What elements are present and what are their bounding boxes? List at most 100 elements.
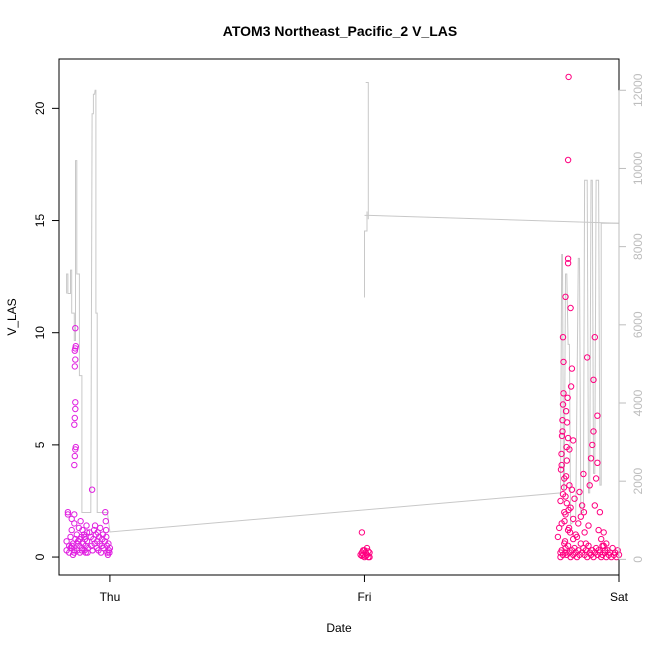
data-point <box>580 509 588 516</box>
data-point <box>570 515 577 523</box>
data-point <box>102 526 110 534</box>
data-point <box>64 511 72 518</box>
data-point <box>76 535 83 543</box>
series-line-segment-1 <box>364 211 368 298</box>
data-point <box>562 408 570 415</box>
data-point <box>72 405 79 413</box>
data-point <box>585 522 592 529</box>
y2-tick-label: 8000 <box>631 233 645 260</box>
data-point <box>103 533 110 541</box>
data-point <box>559 401 567 408</box>
data-point <box>72 325 79 332</box>
data-point <box>562 511 569 518</box>
data-point <box>71 452 79 460</box>
data-point <box>557 497 564 505</box>
data-point <box>590 428 597 435</box>
data-point <box>580 470 587 478</box>
data-point <box>557 466 565 473</box>
data-point <box>71 520 78 527</box>
data-point <box>560 484 568 491</box>
data-point <box>558 461 565 469</box>
x-tick-label: Fri <box>357 590 371 604</box>
data-point <box>568 486 576 493</box>
data-point <box>564 156 572 164</box>
data-point <box>71 421 78 428</box>
data-point <box>563 500 570 507</box>
data-point <box>64 509 72 516</box>
data-point <box>102 509 109 516</box>
data-point <box>598 535 605 543</box>
data-point <box>71 414 79 422</box>
data-point <box>563 443 570 451</box>
data-point <box>594 412 601 419</box>
data-point <box>570 437 577 444</box>
data-point <box>567 304 574 312</box>
data-point <box>591 502 598 509</box>
data-point <box>561 538 569 545</box>
scatter-layer <box>63 73 623 561</box>
data-point <box>562 473 570 480</box>
data-point <box>67 544 74 552</box>
data-point <box>106 544 114 552</box>
data-point <box>556 524 563 532</box>
data-point <box>565 506 572 514</box>
y2-tick-label: 6000 <box>631 311 645 338</box>
data-point <box>567 383 575 390</box>
data-point <box>571 495 578 502</box>
data-point <box>587 455 595 462</box>
series-line <box>66 89 619 533</box>
data-point <box>578 502 586 509</box>
data-point <box>564 260 572 267</box>
data-point <box>589 441 596 449</box>
data-point <box>559 334 567 341</box>
data-point <box>554 533 562 541</box>
data-point <box>72 443 80 451</box>
y2-tick-label: 4000 <box>631 389 645 416</box>
data-point <box>600 529 607 536</box>
data-point <box>358 529 366 536</box>
series-line-segment-3 <box>364 214 620 224</box>
data-point <box>565 73 572 81</box>
y-axis-label: V_LAS <box>5 298 19 335</box>
data-point <box>563 457 570 464</box>
data-point <box>564 542 572 549</box>
data-point <box>564 394 571 401</box>
data-point <box>91 522 99 529</box>
data-point <box>573 533 581 541</box>
data-point <box>366 549 373 556</box>
data-point <box>576 488 583 496</box>
data-point <box>568 365 576 372</box>
y2-tick-label: 12000 <box>631 73 645 107</box>
data-point <box>584 354 591 361</box>
x-tick-label: Sat <box>610 590 629 604</box>
data-point <box>596 509 604 516</box>
data-point <box>559 428 566 435</box>
data-point <box>564 255 572 262</box>
data-point <box>558 450 565 458</box>
data-point <box>72 343 80 350</box>
data-point <box>84 549 91 556</box>
data-point <box>614 547 621 554</box>
data-point <box>562 293 569 300</box>
data-point <box>592 475 600 482</box>
data-point <box>577 513 584 520</box>
y2-tick-label: 2000 <box>631 468 645 495</box>
data-point <box>106 549 113 556</box>
data-point <box>561 518 568 525</box>
y-tick-label: 15 <box>33 214 47 228</box>
y-tick-label: 10 <box>33 326 47 340</box>
data-point <box>603 540 610 547</box>
data-point <box>575 520 582 527</box>
data-point <box>83 522 90 529</box>
data-point <box>68 526 75 534</box>
series-line-segment-2 <box>365 82 369 220</box>
x-axis: Thu Fri Sat <box>100 574 629 604</box>
data-point <box>88 486 96 493</box>
data-point <box>601 547 609 554</box>
data-point <box>102 518 110 525</box>
data-point <box>83 529 91 536</box>
data-point <box>560 390 567 397</box>
data-point <box>581 529 588 536</box>
chart-title: ATOM3 Northeast_Pacific_2 V_LAS <box>223 23 457 39</box>
